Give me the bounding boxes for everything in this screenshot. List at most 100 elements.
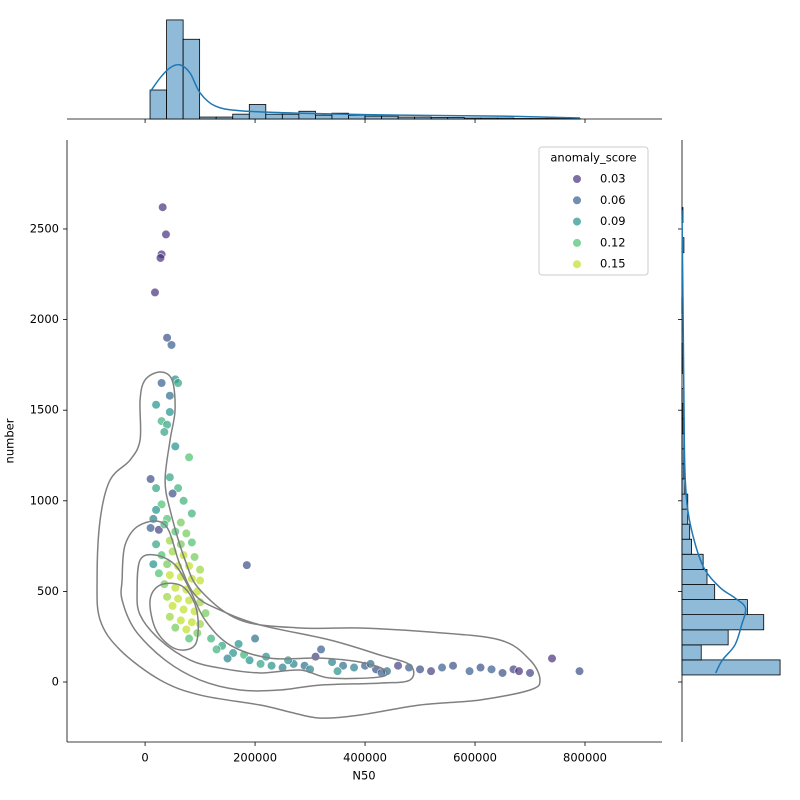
scatter-point [195, 619, 205, 629]
histogram-bar [681, 448, 685, 465]
scatter-point [266, 661, 277, 671]
histogram-bar [447, 117, 465, 120]
histogram-bar [199, 116, 217, 120]
scatter-point [155, 253, 166, 263]
scatter-point [187, 508, 197, 519]
y-axis-label: number [3, 418, 17, 463]
kde-line [149, 63, 581, 119]
scatter-point [233, 639, 244, 649]
scatter-point [187, 537, 197, 548]
scatter-point [415, 664, 425, 674]
x-tick-label: 800000 [563, 751, 607, 765]
scatter-point [316, 644, 326, 654]
scatter-point [189, 552, 200, 562]
histogram-bar [364, 115, 383, 120]
scatter-point [228, 648, 238, 658]
histogram-bar [315, 114, 333, 120]
kde-contour [149, 582, 200, 651]
scatter-point [148, 559, 158, 569]
y-tick-label: 2500 [30, 221, 59, 235]
scatter-point [170, 623, 180, 633]
histogram-bar [681, 584, 716, 600]
scatter-point [464, 666, 475, 676]
scatter-point [184, 452, 194, 462]
histogram-bar [681, 523, 691, 540]
scatter-point [255, 659, 266, 669]
histogram-bar [681, 463, 685, 480]
histogram-bar [681, 553, 704, 570]
histogram-bar [681, 644, 702, 661]
x-axis-label: N50 [352, 769, 375, 783]
histogram-bar [397, 116, 416, 120]
histogram-bar [681, 508, 689, 525]
y-tick-label: 1500 [30, 403, 59, 417]
legend-label: 0.06 [600, 193, 626, 207]
y-tick-label: 2000 [30, 312, 59, 326]
scatter-point [448, 661, 458, 671]
scatter-point [170, 441, 180, 452]
scatter-point [437, 662, 447, 673]
x-tick-label: 200000 [233, 751, 277, 765]
scatter-point [165, 472, 175, 482]
scatter-point [187, 617, 197, 627]
scatter-point [475, 662, 486, 673]
scatter-point [173, 594, 183, 604]
scatter-point [195, 575, 205, 586]
y-tick-label: 1000 [30, 493, 59, 507]
histogram-bar [149, 89, 167, 120]
x-tick-label: 400000 [343, 751, 387, 765]
scatter-point [310, 652, 321, 662]
histogram-bar [681, 614, 765, 631]
legend-label: 0.09 [600, 214, 626, 228]
legend-label: 0.03 [600, 172, 626, 186]
scatter-point [151, 400, 161, 410]
scatter-point [156, 378, 167, 388]
histogram-bar [265, 113, 283, 120]
scatter-point [222, 653, 233, 664]
histogram-bar [232, 113, 250, 120]
scatter-point [162, 333, 172, 343]
legend-label: 0.15 [600, 257, 626, 271]
scatter-point [426, 666, 436, 676]
histogram-bar [414, 116, 432, 120]
scatter-point [145, 523, 156, 533]
scatter-point [242, 560, 252, 570]
scatter-point [156, 499, 167, 510]
legend-marker [572, 174, 582, 184]
scatter-point [525, 668, 535, 678]
scatter-point [162, 559, 172, 569]
scatter-point [332, 666, 343, 676]
scatter-point [176, 615, 186, 626]
scatter-point [173, 378, 183, 388]
scatter-point [195, 565, 205, 575]
scatter-point [158, 202, 168, 212]
legend: anomaly_score 0.03 0.06 0.09 0.12 0.15 [538, 146, 649, 276]
scatter-point [327, 657, 337, 667]
scatter-point [338, 661, 348, 671]
kde-contour [136, 553, 389, 680]
scatter-point [393, 661, 403, 671]
scatter-point [167, 601, 178, 611]
legend-label: 0.12 [600, 235, 626, 249]
histogram-bar [215, 116, 234, 120]
legend-marker [572, 259, 582, 269]
histogram-bar [381, 115, 399, 120]
scatter-point [173, 483, 183, 493]
scatter-point [165, 612, 175, 622]
scatter-point [574, 666, 585, 676]
scatter-point [206, 633, 216, 644]
scatter-point [250, 633, 260, 644]
histogram-bar [480, 117, 498, 120]
legend-marker [572, 238, 582, 248]
legend-box [538, 146, 649, 276]
scatter-point [497, 668, 508, 678]
x-tick-label: 600000 [453, 751, 497, 765]
scatter-point [165, 407, 175, 417]
histogram-bar [298, 110, 316, 120]
y-tick-label: 500 [37, 584, 59, 598]
histogram-bar [430, 117, 449, 120]
histogram-bar [348, 114, 366, 120]
scatter-point [165, 391, 175, 401]
scatter-point [181, 528, 191, 539]
